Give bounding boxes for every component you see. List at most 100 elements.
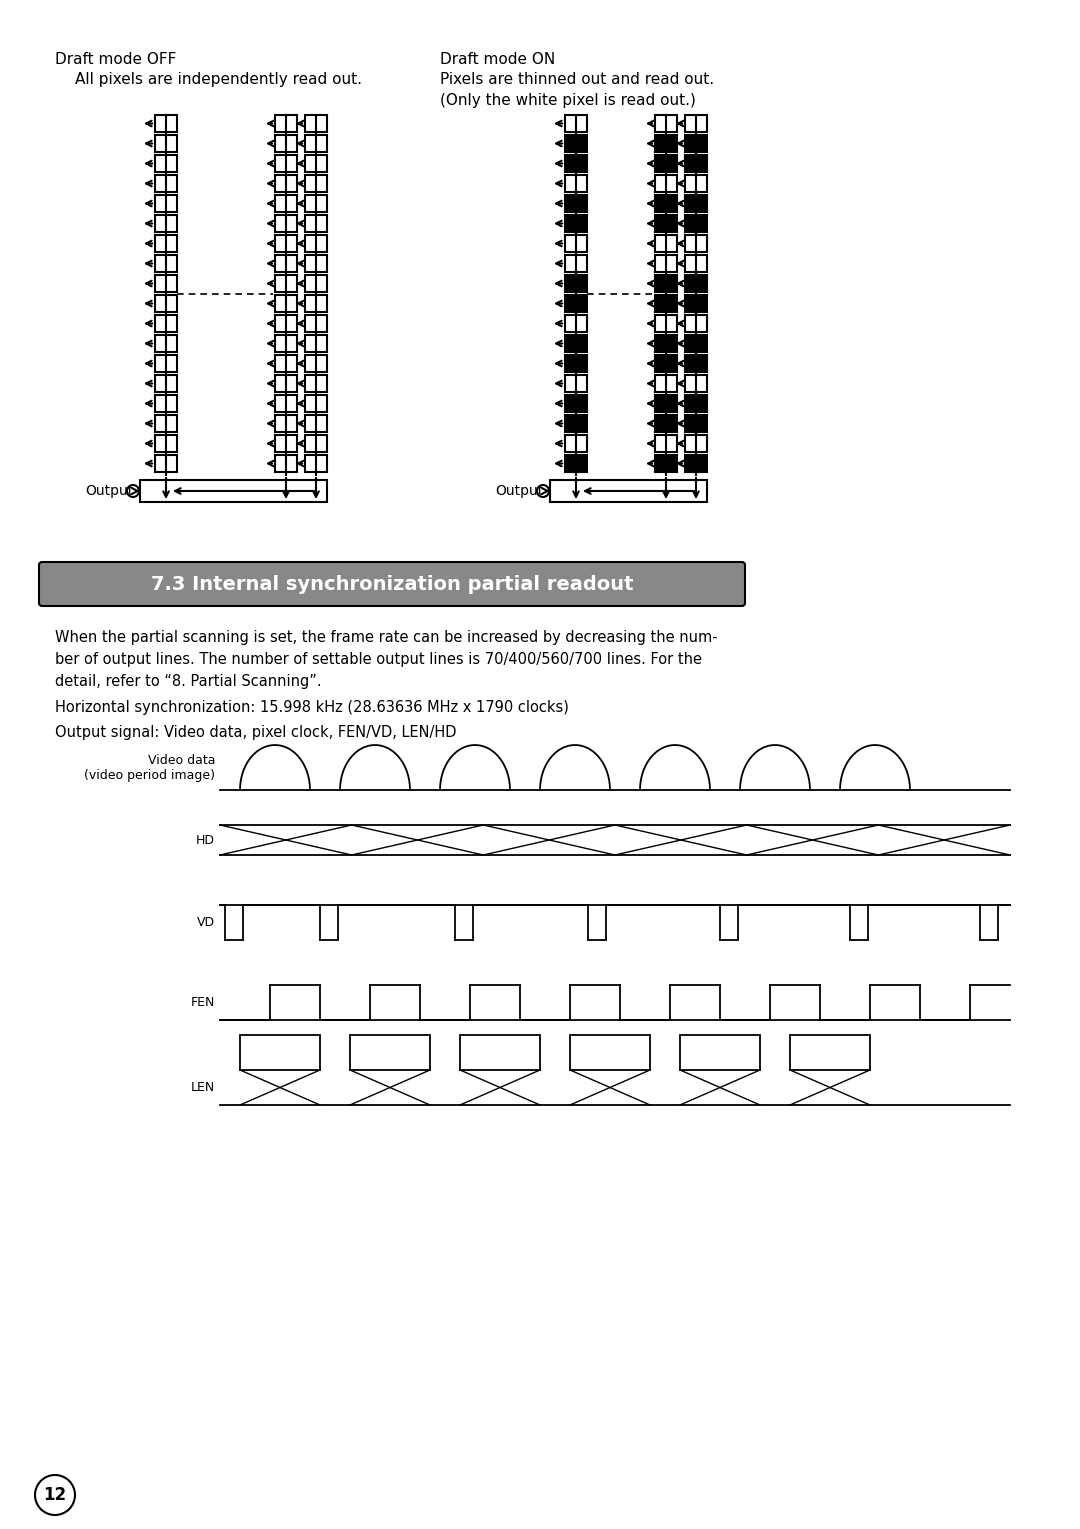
Text: Output signal: Video data, pixel clock, FEN/VD, LEN/HD: Output signal: Video data, pixel clock, … <box>55 725 457 740</box>
Bar <box>565 375 588 391</box>
Bar <box>654 115 677 131</box>
Bar <box>156 434 177 453</box>
Bar <box>654 235 677 252</box>
Bar <box>156 375 177 391</box>
Bar <box>685 196 707 213</box>
Bar <box>275 174 297 193</box>
Text: HD: HD <box>195 833 215 847</box>
Text: Horizontal synchronization: 15.998 kHz (28.63636 MHz x 1790 clocks): Horizontal synchronization: 15.998 kHz (… <box>55 700 569 716</box>
Bar <box>680 1035 760 1070</box>
Bar <box>156 275 177 292</box>
Bar <box>565 355 588 372</box>
Bar <box>305 115 327 131</box>
Circle shape <box>35 1475 75 1515</box>
Bar <box>685 295 707 312</box>
Text: Output: Output <box>85 485 133 498</box>
Bar <box>654 135 677 151</box>
Bar <box>685 315 707 332</box>
Text: Output: Output <box>495 485 543 498</box>
Text: VD: VD <box>197 916 215 930</box>
Bar <box>565 174 588 193</box>
Bar <box>565 394 588 411</box>
Bar <box>305 154 327 171</box>
Bar <box>565 216 588 232</box>
Bar <box>685 375 707 391</box>
Bar <box>685 135 707 151</box>
Bar <box>565 235 588 252</box>
Bar <box>685 414 707 433</box>
Bar <box>140 480 327 502</box>
Bar <box>305 434 327 453</box>
Bar <box>654 154 677 171</box>
Bar <box>305 335 327 352</box>
Bar <box>156 216 177 232</box>
Bar <box>654 275 677 292</box>
Bar <box>156 295 177 312</box>
Bar <box>156 235 177 252</box>
Bar <box>654 375 677 391</box>
Bar <box>685 235 707 252</box>
Bar <box>654 414 677 433</box>
Text: 7.3 Internal synchronization partial readout: 7.3 Internal synchronization partial rea… <box>151 575 633 593</box>
Bar <box>156 394 177 411</box>
Bar <box>305 414 327 433</box>
Bar <box>460 1035 540 1070</box>
Bar <box>654 295 677 312</box>
Text: Draft mode ON: Draft mode ON <box>440 52 555 67</box>
Bar <box>654 315 677 332</box>
Bar <box>565 434 588 453</box>
Bar <box>654 355 677 372</box>
Bar <box>305 235 327 252</box>
Bar <box>305 135 327 151</box>
Bar <box>565 275 588 292</box>
Bar <box>305 375 327 391</box>
Bar <box>570 1035 650 1070</box>
Bar <box>156 196 177 213</box>
Bar <box>685 456 707 472</box>
Bar <box>654 174 677 193</box>
Bar <box>654 456 677 472</box>
Bar <box>156 315 177 332</box>
Bar <box>654 255 677 272</box>
Bar <box>305 355 327 372</box>
Bar <box>156 414 177 433</box>
Text: (Only the white pixel is read out.): (Only the white pixel is read out.) <box>440 93 696 109</box>
Bar <box>685 335 707 352</box>
Text: Draft mode OFF: Draft mode OFF <box>55 52 176 67</box>
Bar <box>565 255 588 272</box>
Bar <box>156 135 177 151</box>
Bar <box>654 394 677 411</box>
Bar <box>156 456 177 472</box>
Text: Video data
(video period image): Video data (video period image) <box>84 754 215 781</box>
Bar <box>685 216 707 232</box>
Text: Pixels are thinned out and read out.: Pixels are thinned out and read out. <box>440 72 714 87</box>
Bar <box>654 216 677 232</box>
Bar <box>275 394 297 411</box>
Bar <box>156 335 177 352</box>
Bar <box>275 295 297 312</box>
Bar <box>654 335 677 352</box>
Bar <box>654 196 677 213</box>
Bar <box>305 315 327 332</box>
Bar <box>565 154 588 171</box>
Bar <box>685 355 707 372</box>
Bar <box>275 275 297 292</box>
Bar <box>305 196 327 213</box>
Text: LEN: LEN <box>191 1081 215 1095</box>
Bar <box>156 115 177 131</box>
Bar <box>685 434 707 453</box>
Bar <box>565 196 588 213</box>
Bar <box>685 174 707 193</box>
Bar <box>156 174 177 193</box>
Bar <box>305 394 327 411</box>
Bar <box>550 480 707 502</box>
Bar <box>275 434 297 453</box>
Bar <box>275 216 297 232</box>
Bar <box>275 414 297 433</box>
Bar <box>305 255 327 272</box>
Bar <box>789 1035 870 1070</box>
Bar <box>305 456 327 472</box>
Bar <box>685 275 707 292</box>
Text: All pixels are independently read out.: All pixels are independently read out. <box>75 72 362 87</box>
Bar <box>565 115 588 131</box>
